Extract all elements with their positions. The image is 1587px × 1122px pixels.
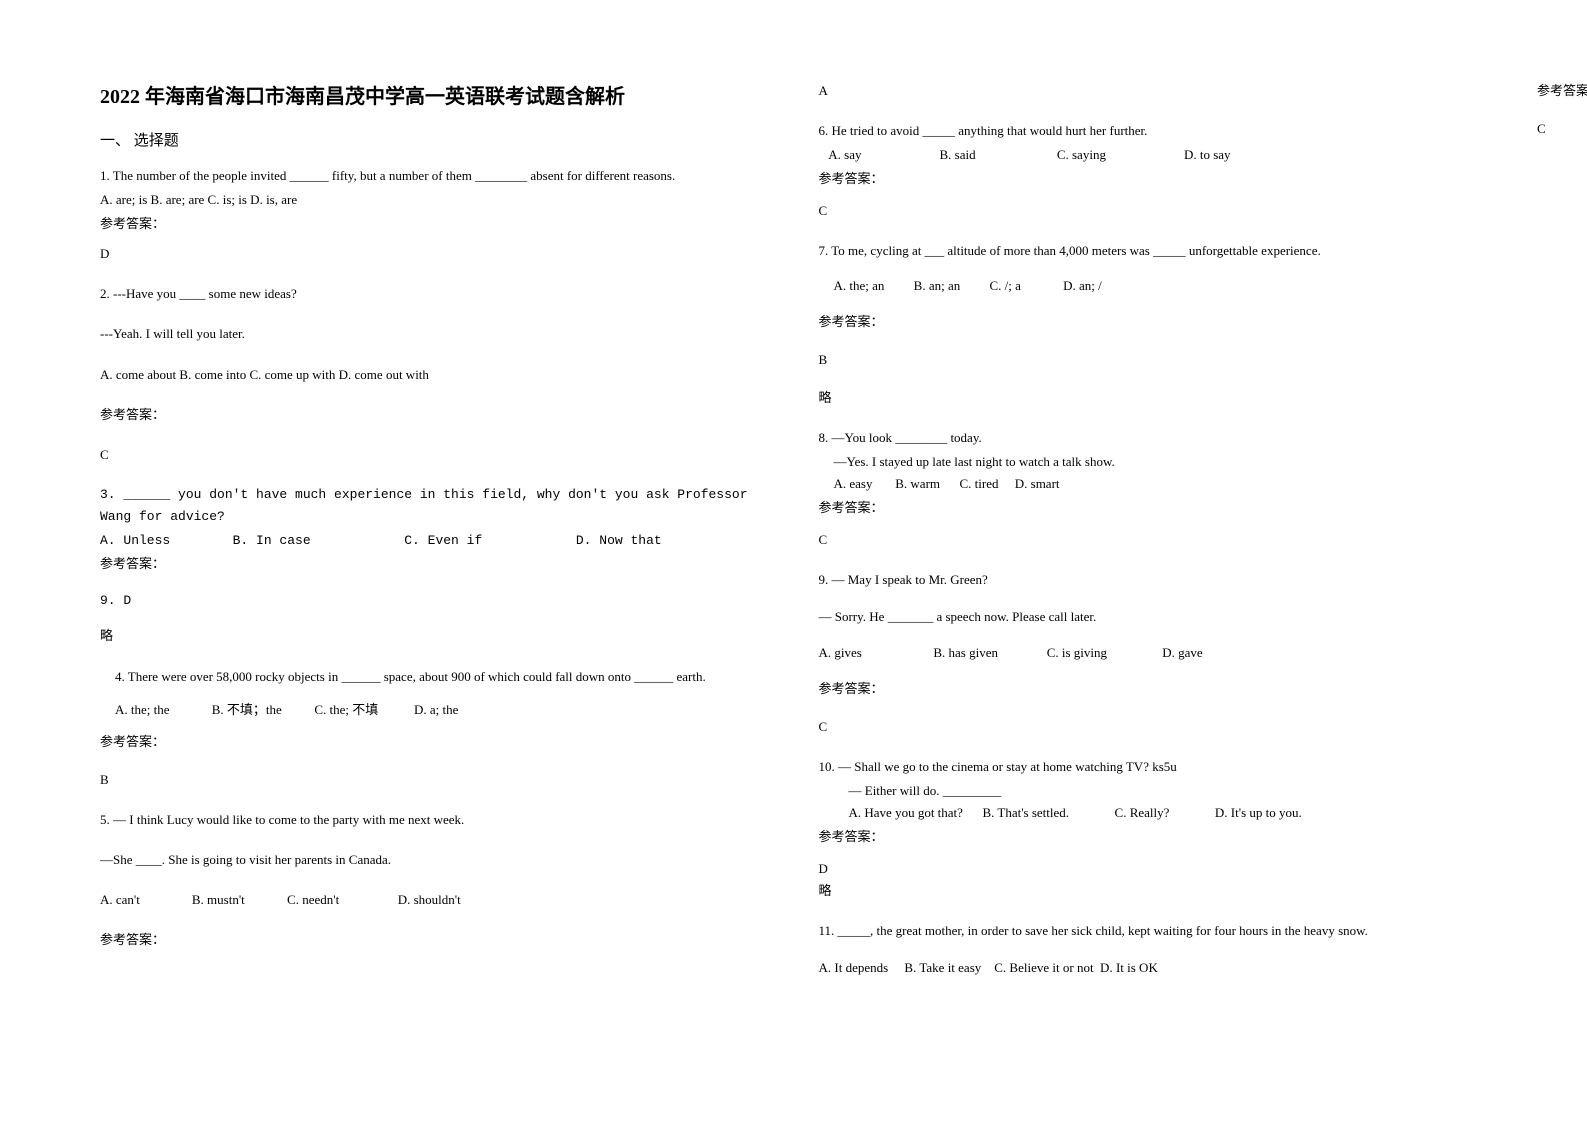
q3-omitted: 略 <box>100 626 769 648</box>
q7-text: 7. To me, cycling at ___ altitude of mor… <box>819 240 1488 262</box>
question-10: 10. — Shall we go to the cinema or stay … <box>819 756 1488 903</box>
q10-line1: 10. — Shall we go to the cinema or stay … <box>819 756 1488 778</box>
q10-options: A. Have you got that? B. That's settled.… <box>819 802 1488 824</box>
q5-line2: —She ____. She is going to visit her par… <box>100 849 769 871</box>
section-header: 一、 选择题 <box>100 129 769 150</box>
q5-answer: A <box>819 80 1488 102</box>
q6-answer-label: 参考答案： <box>819 168 1488 190</box>
question-9: 9. — May I speak to Mr. Green? — Sorry. … <box>819 569 1488 737</box>
question-7: 7. To me, cycling at ___ altitude of mor… <box>819 240 1488 408</box>
q2-answer-label: 参考答案： <box>100 404 769 426</box>
q9-line2: — Sorry. He _______ a speech now. Please… <box>819 606 1488 628</box>
q9-answer-label: 参考答案： <box>819 678 1488 700</box>
q8-line2: —Yes. I stayed up late last night to wat… <box>819 451 1488 473</box>
q1-answer: D <box>100 243 769 265</box>
q11-answer-label: 参考答案： <box>1537 80 1587 102</box>
q5-line1: 5. — I think Lucy would like to come to … <box>100 809 769 831</box>
q3-answer-label: 参考答案： <box>100 554 769 576</box>
q4-options: A. the; the B. 不填；the C. the; 不填 D. a; t… <box>100 699 769 721</box>
q9-answer: C <box>819 716 1488 738</box>
q2-line1: 2. ---Have you ____ some new ideas? <box>100 283 769 305</box>
q10-answer-label: 参考答案： <box>819 826 1488 848</box>
question-2: 2. ---Have you ____ some new ideas? ---Y… <box>100 283 769 465</box>
q8-line1: 8. —You look ________ today. <box>819 427 1488 449</box>
q5-answer-label: 参考答案： <box>100 929 769 951</box>
q7-answer-label: 参考答案： <box>819 311 1488 333</box>
question-8: 8. —You look ________ today. —Yes. I sta… <box>819 427 1488 551</box>
q2-options: A. come about B. come into C. come up wi… <box>100 364 769 386</box>
q3-answer: 9. D <box>100 590 769 612</box>
q9-options: A. gives B. has given C. is giving D. ga… <box>819 642 1488 664</box>
q1-text: 1. The number of the people invited ____… <box>100 165 769 187</box>
q6-text: 6. He tried to avoid _____ anything that… <box>819 120 1488 142</box>
q6-answer: C <box>819 200 1488 222</box>
q3-options: A. Unless B. In case C. Even if D. Now t… <box>100 530 769 552</box>
question-6: 6. He tried to avoid _____ anything that… <box>819 120 1488 222</box>
q11-text: 11. _____, the great mother, in order to… <box>819 920 1488 942</box>
q7-options: A. the; an B. an; an C. /; a D. an; / <box>819 275 1488 297</box>
q1-answer-label: 参考答案： <box>100 213 769 235</box>
q3-text: 3. ______ you don't have much experience… <box>100 484 769 528</box>
q7-answer: B <box>819 349 1488 371</box>
q2-line2: ---Yeah. I will tell you later. <box>100 323 769 345</box>
q4-text: 4. There were over 58,000 rocky objects … <box>100 666 769 688</box>
q9-line1: 9. — May I speak to Mr. Green? <box>819 569 1488 591</box>
q11-answer: C <box>1537 118 1587 140</box>
question-3: 3. ______ you don't have much experience… <box>100 484 769 649</box>
q8-answer: C <box>819 529 1488 551</box>
q11-options: A. It depends B. Take it easy C. Believe… <box>819 957 1488 979</box>
q6-options: A. say B. said C. saying D. to say <box>819 144 1488 166</box>
q4-answer: B <box>100 769 769 791</box>
q10-line2: — Either will do. _________ <box>819 780 1488 802</box>
q4-answer-label: 参考答案： <box>100 731 769 753</box>
q8-options: A. easy B. warm C. tired D. smart <box>819 473 1488 495</box>
q10-answer: D <box>819 858 1488 880</box>
question-4: 4. There were over 58,000 rocky objects … <box>100 666 769 790</box>
question-1: 1. The number of the people invited ____… <box>100 165 769 265</box>
q1-options: A. are; is B. are; are C. is; is D. is, … <box>100 189 769 211</box>
q7-omitted: 略 <box>819 387 1488 409</box>
q10-omitted: 略 <box>819 880 1488 902</box>
q5-options: A. can't B. mustn't C. needn't D. should… <box>100 889 769 911</box>
exam-title: 2022 年海南省海口市海南昌茂中学高一英语联考试题含解析 <box>100 80 769 109</box>
q8-answer-label: 参考答案： <box>819 497 1488 519</box>
q2-answer: C <box>100 444 769 466</box>
